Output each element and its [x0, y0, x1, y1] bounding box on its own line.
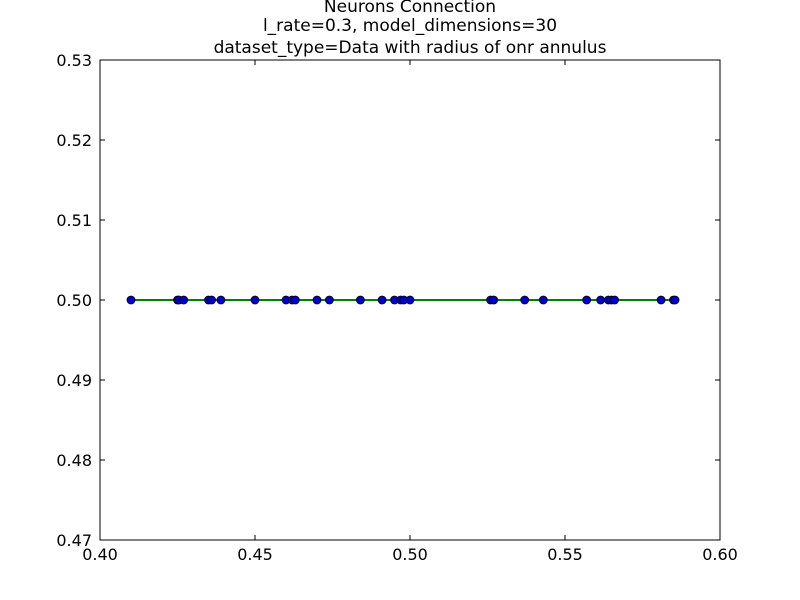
- data-point: [520, 295, 530, 305]
- data-point: [377, 295, 387, 305]
- data-point: [250, 295, 260, 305]
- y-tick-label: 0.52: [56, 131, 92, 150]
- chart-title-line-1: Neurons Connection: [324, 0, 496, 17]
- data-point: [126, 295, 136, 305]
- data-point: [179, 295, 189, 305]
- data-point: [290, 295, 300, 305]
- y-tick-label: 0.53: [56, 51, 92, 70]
- data-point: [324, 295, 334, 305]
- y-tick-label: 0.49: [56, 371, 92, 390]
- x-tick-label: 0.45: [237, 545, 273, 564]
- data-point: [656, 295, 666, 305]
- data-point: [596, 295, 606, 305]
- data-point: [610, 295, 619, 305]
- data-point: [216, 295, 226, 305]
- series-layer: [126, 295, 680, 305]
- data-point: [207, 295, 217, 305]
- axis-tick-labels: 0.40 0.45 0.50 0.55 0.60 0.47 0.48 0.49 0.50 0.51…: [56, 51, 737, 564]
- plot-frame: [99, 59, 721, 541]
- chart-title: Neurons Connection l_rate=0.3, model_dim…: [214, 0, 607, 58]
- data-point: [489, 295, 499, 305]
- y-tick-label: 0.48: [56, 451, 92, 470]
- data-point: [538, 295, 548, 305]
- data-point: [582, 295, 592, 305]
- x-tick-label: 0.55: [547, 545, 583, 564]
- y-tick-label: 0.51: [56, 211, 92, 230]
- y-tick-label: 0.47: [56, 531, 92, 550]
- data-point: [670, 295, 680, 305]
- x-tick-label: 0.50: [392, 545, 428, 564]
- chart-title-line-2: l_rate=0.3, model_dimensions=30: [263, 16, 557, 36]
- x-tick-label: 0.40: [82, 545, 118, 564]
- data-point: [312, 295, 322, 305]
- x-tick-label: 0.60: [702, 545, 738, 564]
- y-tick-label: 0.50: [56, 291, 92, 310]
- data-point: [355, 295, 365, 305]
- data-point: [405, 295, 415, 305]
- chart-title-line-3: dataset_type=Data with radius of onr ann…: [214, 38, 607, 58]
